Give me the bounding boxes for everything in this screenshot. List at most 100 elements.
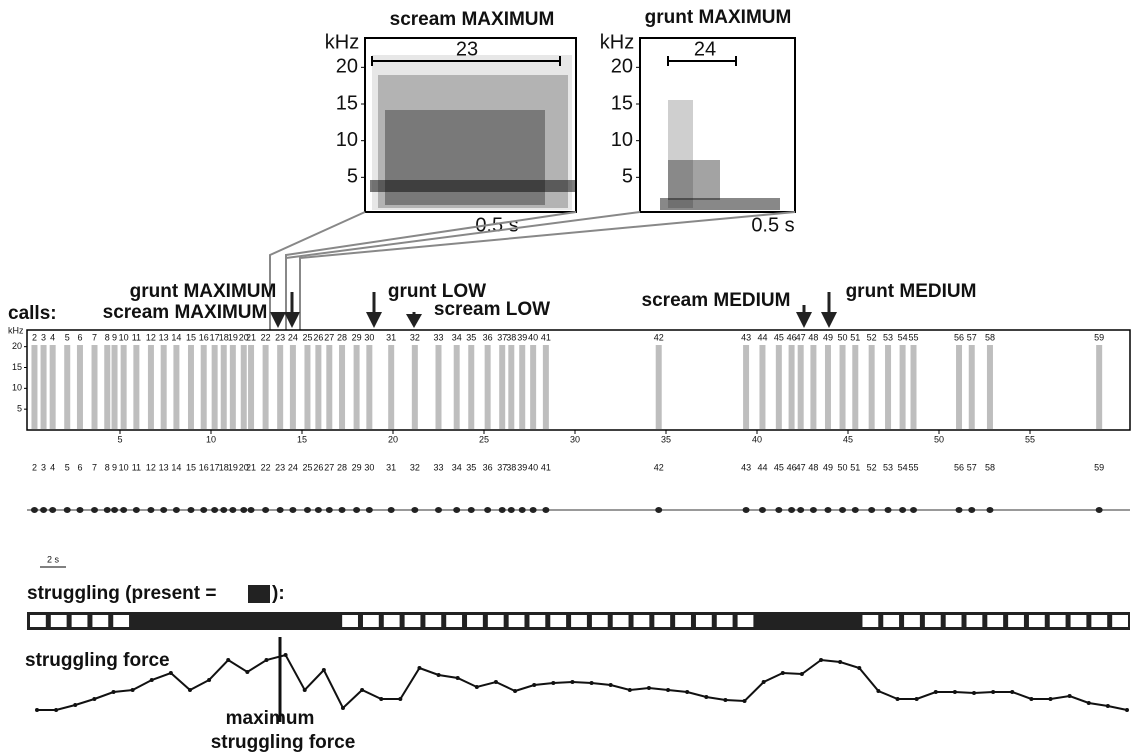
call-label: 50 <box>838 332 848 342</box>
call-waveform <box>200 507 208 513</box>
y-tick-label: 10 <box>611 129 633 151</box>
unit-label: kHz <box>600 31 634 53</box>
max-label: struggling force <box>211 732 356 753</box>
force-point <box>933 690 938 694</box>
struggling-bin <box>362 615 379 627</box>
call-spectrum <box>262 345 269 430</box>
force-line <box>37 653 1128 711</box>
call-waveform <box>314 507 322 513</box>
call-spectrum <box>484 345 491 430</box>
call-label: 17 <box>210 332 220 342</box>
call-label: 11 <box>132 462 141 472</box>
force-point <box>92 697 97 701</box>
force-point <box>532 683 537 687</box>
call-label: 31 <box>386 462 396 472</box>
force-point <box>819 658 824 662</box>
call-waveform <box>968 507 976 513</box>
force-point <box>130 688 135 692</box>
call-spectrum <box>76 345 83 430</box>
call-label: 53 <box>883 332 893 342</box>
force-point <box>264 658 269 662</box>
call-label: 50 <box>838 462 848 472</box>
call-label: 15 <box>186 462 196 472</box>
x-tick-label: 30 <box>570 434 580 444</box>
call-waveform <box>353 507 361 513</box>
struggling-bin <box>1049 615 1066 627</box>
call-spectrum <box>508 345 515 430</box>
struggling-bin <box>966 615 983 627</box>
call-waveform <box>160 507 168 513</box>
call-waveform <box>387 507 395 513</box>
call-label: 12 <box>146 462 156 472</box>
call-waveform <box>742 507 750 513</box>
call-spectrum <box>220 345 227 430</box>
x-tick-label: 35 <box>661 434 671 444</box>
call-label: 38 <box>506 332 516 342</box>
call-label: 8 <box>105 462 110 472</box>
struggling-bin <box>904 615 920 627</box>
call-label: 56 <box>954 462 964 472</box>
struggling-bin <box>279 615 296 627</box>
call-waveform <box>289 507 297 513</box>
call-spectrum <box>353 345 360 430</box>
struggling-bin <box>1091 615 1108 627</box>
call-waveform <box>955 507 963 513</box>
call-waveform <box>247 507 255 513</box>
force-point <box>895 697 900 701</box>
call-spectrum <box>31 345 38 430</box>
call-spectrum <box>339 345 346 430</box>
force-point <box>742 699 747 703</box>
call-label: 12 <box>146 332 156 342</box>
call-label: 36 <box>483 332 493 342</box>
force-point <box>1125 708 1129 712</box>
call-waveform <box>49 507 57 513</box>
call-spectrum <box>91 345 98 430</box>
call-label: 58 <box>985 462 995 472</box>
force-point <box>207 678 212 682</box>
call-label: 27 <box>324 462 334 472</box>
struggling-bin <box>1008 615 1024 627</box>
x-tick-label: 40 <box>752 434 762 444</box>
call-label: 53 <box>883 462 893 472</box>
calls-label: calls: <box>8 303 57 324</box>
y-tick-label: 5 <box>17 404 22 414</box>
struggling-bin <box>50 615 67 627</box>
call-spectrum <box>956 345 963 430</box>
struggling-bin <box>425 615 442 627</box>
unit-label: kHz <box>8 325 24 335</box>
call-label: 20 <box>239 462 249 472</box>
time-scale: 0.5 s <box>475 214 518 236</box>
call-spectrum <box>388 345 395 430</box>
call-label: 16 <box>199 332 209 342</box>
force-point <box>685 690 690 694</box>
struggling-bin <box>633 615 650 627</box>
force-point <box>1067 694 1072 698</box>
call-spectrum <box>326 345 333 430</box>
call-label: 46 <box>787 332 797 342</box>
force-point <box>226 658 231 662</box>
call-waveform <box>797 507 805 513</box>
call-spectrum <box>187 345 194 430</box>
struggling-bin <box>71 615 88 627</box>
call-waveform <box>338 507 346 513</box>
call-label: 19 <box>228 332 238 342</box>
force-point <box>799 672 804 676</box>
call-spectrum <box>824 345 831 430</box>
call-label: 2 <box>32 332 37 342</box>
call-waveform <box>986 507 994 513</box>
call-label: 21 <box>246 462 256 472</box>
call-label: 6 <box>77 332 82 342</box>
call-waveform <box>103 507 111 513</box>
call-label: 27 <box>324 332 334 342</box>
call-waveform <box>303 507 311 513</box>
force-point <box>627 688 632 692</box>
call-waveform <box>529 507 537 513</box>
call-waveform <box>240 507 248 513</box>
force-point <box>168 671 173 675</box>
force-point <box>1086 701 1091 705</box>
call-spectrum <box>885 345 892 430</box>
x-tick-label: 5 <box>117 434 122 444</box>
call-waveform <box>120 507 128 513</box>
call-waveform <box>453 507 461 513</box>
call-spectrum <box>289 345 296 430</box>
